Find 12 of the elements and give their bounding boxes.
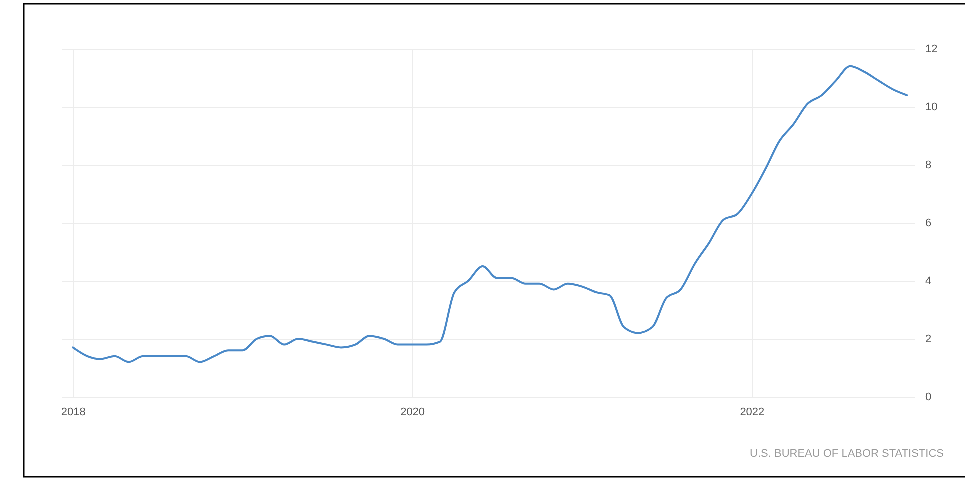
- y-tick-label: 2: [926, 334, 932, 346]
- x-tick-label: 2020: [400, 406, 426, 418]
- y-tick-label: 8: [926, 160, 932, 172]
- x-tick-label: 2022: [740, 406, 765, 418]
- y-tick-label: 6: [926, 218, 932, 230]
- line-series: [72, 65, 908, 364]
- y-tick-label: 4: [926, 276, 932, 288]
- y-tick-label: 0: [926, 392, 932, 404]
- y-tick-label: 12: [926, 44, 938, 56]
- y-tick-label: 10: [926, 102, 938, 114]
- text: U.S. BUREAU OF LABOR STATISTICS: [750, 448, 944, 460]
- x-tick-label: 2018: [61, 406, 86, 418]
